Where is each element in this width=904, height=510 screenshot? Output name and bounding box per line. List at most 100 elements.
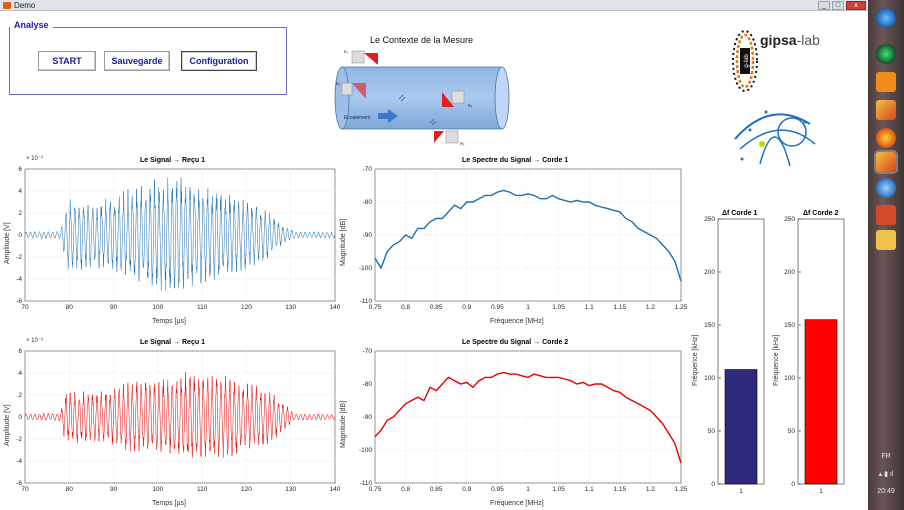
signal2-xtick-label: 120 bbox=[241, 486, 252, 493]
bar2-ytick-label: 200 bbox=[784, 269, 795, 276]
bar2-ytick-label: 250 bbox=[784, 216, 795, 223]
signal2-xlabel: Temps [µs] bbox=[152, 500, 186, 507]
spectrum2-series-line bbox=[374, 371, 682, 464]
thunderbird-icon[interactable] bbox=[876, 178, 896, 198]
signal1-xtick-label: 80 bbox=[66, 304, 74, 311]
transducer-r1: R₁ bbox=[442, 90, 473, 108]
svg-text:E₂: E₂ bbox=[336, 81, 341, 86]
matlab-active-icon[interactable] bbox=[876, 152, 896, 172]
signal1-xtick-label: 70 bbox=[21, 304, 29, 311]
spectrum2-xtick-label: 1.25 bbox=[675, 486, 688, 493]
pipe-outlet bbox=[494, 66, 510, 130]
transducer-r2: R₂ bbox=[434, 130, 465, 146]
bar1-ytick-label: 250 bbox=[704, 216, 715, 223]
spectrum2-xtick-label: 0.85 bbox=[430, 486, 443, 493]
spectrum1-xtick-label: 1.25 bbox=[675, 304, 688, 311]
window-title: Demo bbox=[14, 1, 36, 10]
signal2-series-line bbox=[24, 372, 336, 458]
spectrum1-plot: 0.75 0.8 0.85 0.9 0.95 1 1.05 1.1 1.15 1.2 1.25 -11… bbox=[359, 166, 688, 311]
spectrum1-xtick-label: 0.75 bbox=[369, 304, 382, 311]
signal1-ytick-label: 6 bbox=[18, 166, 22, 173]
spectrum1-xtick-label: 0.9 bbox=[462, 304, 471, 311]
tray-icons[interactable]: ▴ ▮ ıl bbox=[878, 471, 894, 478]
svg-text:R₁: R₁ bbox=[468, 103, 473, 108]
bar2-ytick-label: 0 bbox=[791, 481, 795, 488]
spectrum1-xtick-label: 1.1 bbox=[585, 304, 594, 311]
signal2-exponent: × 10⁻³ bbox=[26, 338, 44, 344]
spectrum1-xtick-label: 0.85 bbox=[430, 304, 443, 311]
flow-arrow bbox=[378, 109, 398, 123]
signal1-xtick-label: 120 bbox=[241, 304, 252, 311]
start-orb-icon[interactable] bbox=[876, 8, 896, 28]
matlab-icon[interactable] bbox=[876, 100, 896, 120]
spectrum1-title: Le Spectre du Signal → Corde 1 bbox=[462, 157, 569, 164]
gipsa-lab-wordmark: gipsa-lab bbox=[760, 32, 820, 48]
bar2-ytick-label: 150 bbox=[784, 322, 795, 329]
spectrum2-ytick-label: -80 bbox=[363, 381, 373, 388]
spectrum2-xtick-label: 0.75 bbox=[369, 486, 382, 493]
svg-text:R₂: R₂ bbox=[460, 141, 465, 146]
signal2-xtick-label: 90 bbox=[110, 486, 118, 493]
spectrum2-xtick-label: 1.05 bbox=[552, 486, 565, 493]
signal1-series-line bbox=[24, 177, 336, 291]
spectrum1-xtick-label: 0.8 bbox=[401, 304, 410, 311]
windows-taskbar: FR ▴ ▮ ıl 20:49 bbox=[868, 0, 904, 510]
spectrum2-xtick-label: 0.8 bbox=[401, 486, 410, 493]
clock[interactable]: 20:49 bbox=[877, 488, 895, 495]
minimize-button[interactable]: _ bbox=[818, 1, 830, 10]
spectrum2-ytick-label: -110 bbox=[359, 480, 372, 487]
bar1-ylabel: Fréquence [kHz] bbox=[692, 334, 699, 386]
signal1-xtick-label: 140 bbox=[330, 304, 341, 311]
signal2-title: Le Signal → Reçu 1 bbox=[140, 339, 205, 346]
transducer-e2: E₂ bbox=[336, 81, 366, 99]
start-button[interactable]: START bbox=[38, 51, 96, 71]
spectrum1-xtick-label: 0.95 bbox=[491, 304, 504, 311]
green-app-icon[interactable] bbox=[876, 44, 896, 64]
matlab-app-icon bbox=[3, 2, 11, 9]
spectrum1-ytick-label: -110 bbox=[359, 298, 372, 305]
analyse-panel: Analyse START Sauvegarde Configuration bbox=[9, 20, 287, 95]
bar1-ytick-label: 200 bbox=[704, 269, 715, 276]
signal1-xtick-label: 110 bbox=[197, 304, 208, 311]
signal1-ytick-label: 0 bbox=[18, 232, 22, 239]
signal2-ytick-label: 6 bbox=[18, 348, 22, 355]
spectrum1-ytick-label: -100 bbox=[359, 265, 372, 272]
signal1-exponent: × 10⁻³ bbox=[26, 156, 44, 162]
signal1-xlabel: Temps [µs] bbox=[152, 318, 186, 325]
signal1-ytick-label: -4 bbox=[16, 276, 22, 283]
signal1-xtick-label: 130 bbox=[285, 304, 296, 311]
svg-text:g-lab: g-lab bbox=[744, 54, 750, 68]
signal1-ytick-label: -6 bbox=[16, 298, 22, 305]
spectrum1-ytick-label: -80 bbox=[363, 199, 373, 206]
maximize-button[interactable]: □ bbox=[832, 1, 844, 10]
pipe-body bbox=[342, 67, 502, 129]
bar1-ytick-label: 50 bbox=[708, 428, 716, 435]
bar1-plot: 0 50 100 150 200 250 1 bbox=[704, 216, 765, 495]
transducer-e1: E₁ bbox=[344, 49, 378, 65]
signal2-ytick-label: -4 bbox=[16, 458, 22, 465]
signal2-ytick-label: 0 bbox=[18, 414, 22, 421]
file-explorer-icon[interactable] bbox=[876, 230, 896, 250]
bar2-plot: 0 50 100 150 200 250 1 bbox=[784, 216, 845, 495]
bar2-ylabel: Fréquence [kHz] bbox=[773, 334, 780, 386]
language-indicator[interactable]: FR bbox=[881, 453, 891, 460]
spectrum1-series-line bbox=[374, 189, 682, 282]
spectrum2-xtick-label: 1 bbox=[526, 486, 530, 493]
firefox-icon[interactable] bbox=[876, 128, 896, 148]
close-button[interactable]: x bbox=[846, 1, 866, 10]
spectrum1-xtick-label: 1 bbox=[526, 304, 530, 311]
bar2-ytick-label: 50 bbox=[788, 428, 796, 435]
signal2-xtick-label: 70 bbox=[21, 486, 29, 493]
bar2-bar bbox=[804, 319, 838, 485]
signal2-xtick-label: 130 bbox=[285, 486, 296, 493]
configuration-button[interactable]: Configuration bbox=[181, 51, 257, 71]
spectrum2-xtick-label: 0.95 bbox=[491, 486, 504, 493]
window-titlebar: Demo _ □ x bbox=[0, 0, 868, 11]
powerpoint-icon[interactable] bbox=[876, 205, 896, 225]
signal2-plot: 70 80 90 100 110 120 130 140 -6 -4 -2 0 2 4 6 bbox=[16, 348, 341, 493]
signal1-title: Le Signal → Reçu 1 bbox=[140, 157, 205, 164]
bar1-title: Δf Corde 1 bbox=[722, 210, 758, 217]
media-player-icon[interactable] bbox=[876, 72, 896, 92]
save-button[interactable]: Sauvegarde bbox=[104, 51, 170, 71]
signal2-ytick-label: -6 bbox=[16, 480, 22, 487]
